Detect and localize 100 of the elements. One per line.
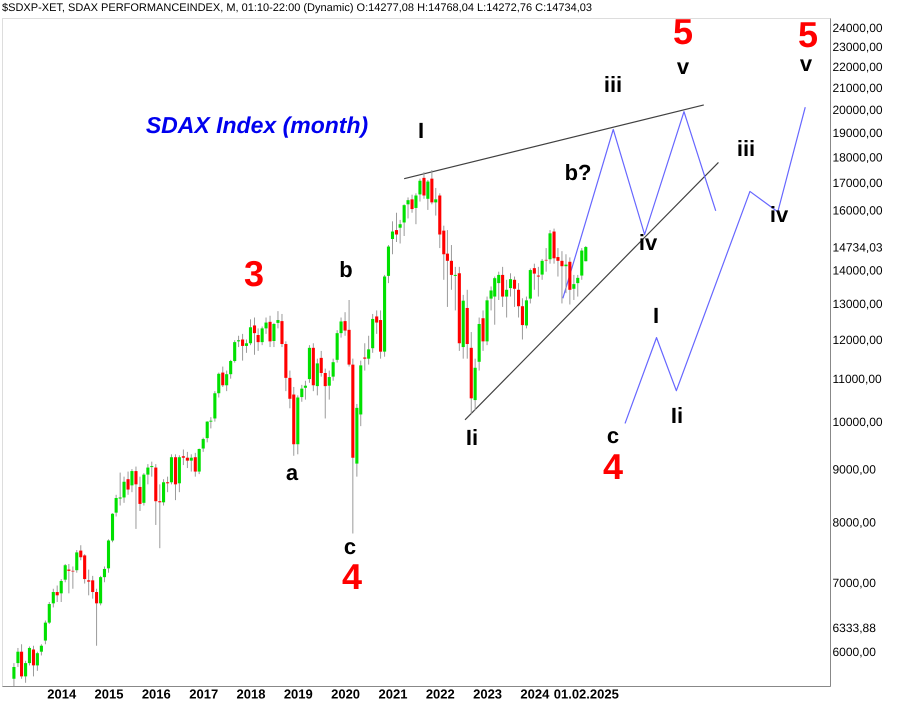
y-tick-label: 6333,88 [832, 620, 876, 635]
candlestick [248, 318, 252, 346]
candlestick [406, 196, 410, 219]
y-tick-label: 13000,00 [832, 296, 883, 311]
y-tick-label: 20000,00 [832, 102, 883, 117]
annotation: a [286, 460, 299, 485]
candlestick [252, 317, 256, 356]
y-tick-label: 7000,00 [832, 576, 876, 590]
y-tick-label: 17000,00 [832, 176, 883, 190]
candlestick [501, 266, 504, 308]
candlestick [394, 212, 398, 242]
y-tick-label: 19000,00 [832, 126, 883, 140]
candlestick [414, 192, 418, 225]
y-tick-label: 23000,00 [832, 40, 883, 54]
candlestick [233, 340, 236, 364]
annotation: Ii [466, 425, 478, 450]
y-tick-label: 10000,00 [832, 415, 883, 430]
candlestick [229, 359, 232, 380]
annotation: c [344, 534, 356, 559]
annotation: I [418, 118, 424, 143]
candlestick [241, 333, 244, 362]
candlestick [95, 588, 98, 646]
annotation: iv [638, 230, 658, 255]
candlestick [194, 452, 197, 478]
candlestick [138, 476, 142, 512]
candlestick [102, 566, 106, 583]
annotation: Ii [670, 403, 684, 428]
annotation: iii [736, 136, 756, 161]
x-tick-label: 2018 [236, 686, 266, 702]
candlestick [186, 451, 189, 469]
y-tick-label: 21000,00 [832, 80, 883, 95]
candlestick [122, 476, 126, 504]
candlestick [280, 313, 284, 348]
candlestick [505, 279, 508, 318]
candlestick [36, 651, 39, 672]
annotation: iii [604, 72, 622, 97]
y-tick-label: 14000,00 [832, 264, 883, 278]
candlestick [422, 172, 426, 200]
x-tick-label: 2021 [378, 686, 408, 702]
candlestick [532, 263, 536, 290]
y-tick-label: 16000,00 [832, 203, 883, 218]
chart-title: $SDXP-XET, SDAX PERFORMANCEINDEX, M, 01:10-22:00 (Dynamic) O:14277,08 H:14768,04 L:14272,76 C:14734,03 [2, 2, 592, 14]
x-tick-label: 2019 [284, 686, 313, 702]
candlestick [446, 230, 449, 308]
candlestick [198, 448, 201, 475]
candlestick [481, 310, 485, 352]
annotation: 4 [602, 446, 624, 487]
candlestick [560, 250, 564, 304]
x-tick-label: 2016 [142, 686, 171, 702]
candlestick [146, 464, 150, 485]
y-tick-label: 14734,03 [832, 240, 883, 255]
candlestick [221, 366, 224, 388]
candlestick [454, 266, 457, 311]
annotation: 5 [672, 11, 694, 52]
y-tick-label: 11000,00 [832, 372, 882, 386]
candlestick [418, 178, 422, 202]
line-series [624, 106, 806, 424]
y-tick-label: 24000,00 [832, 20, 883, 35]
annotation: v [676, 54, 690, 79]
candlestick [134, 466, 138, 530]
candlestick [410, 194, 414, 214]
candlestick [272, 322, 276, 348]
y-tick-label: 9000,00 [832, 462, 876, 477]
x-tick-label: 2024 [520, 686, 550, 702]
candlestick [244, 338, 248, 354]
candlestick [508, 272, 512, 298]
x-tick-label: 2023 [473, 686, 502, 702]
candlestick [12, 662, 16, 686]
line-series [562, 111, 716, 299]
candlestick [516, 282, 520, 318]
candlestick [237, 335, 240, 348]
candlestick [434, 187, 438, 216]
annotation: iv [770, 202, 789, 227]
y-tick-label: 22000,00 [832, 60, 883, 74]
candlestick [130, 468, 134, 493]
candlestick [32, 645, 36, 677]
candlestick [564, 254, 568, 294]
candlestick [24, 660, 28, 684]
candlestick [56, 584, 59, 602]
candlestick [126, 471, 130, 496]
x-tick-label: 2014 [47, 686, 77, 702]
candlestick [390, 220, 394, 255]
candlestick [402, 204, 406, 236]
x-tick-label: 2022 [426, 686, 455, 702]
candlestick [166, 476, 170, 493]
x-tick-label: 2015 [94, 686, 124, 702]
candlestick [512, 276, 516, 308]
annotation: c [606, 423, 620, 448]
candlestick [276, 310, 280, 329]
candlestick [91, 575, 94, 600]
y-tick-label: 12000,00 [832, 332, 883, 347]
candlestick [430, 170, 434, 205]
candlestick [190, 454, 193, 472]
candlestick [450, 244, 453, 290]
text: SDAX Index (month) [146, 112, 368, 138]
candlestick [572, 274, 576, 300]
candlestick [363, 342, 366, 372]
x-tick-label: 01.02.2025 [554, 686, 619, 702]
annotation: b [339, 257, 353, 282]
y-tick-label: 6000,00 [832, 645, 876, 660]
